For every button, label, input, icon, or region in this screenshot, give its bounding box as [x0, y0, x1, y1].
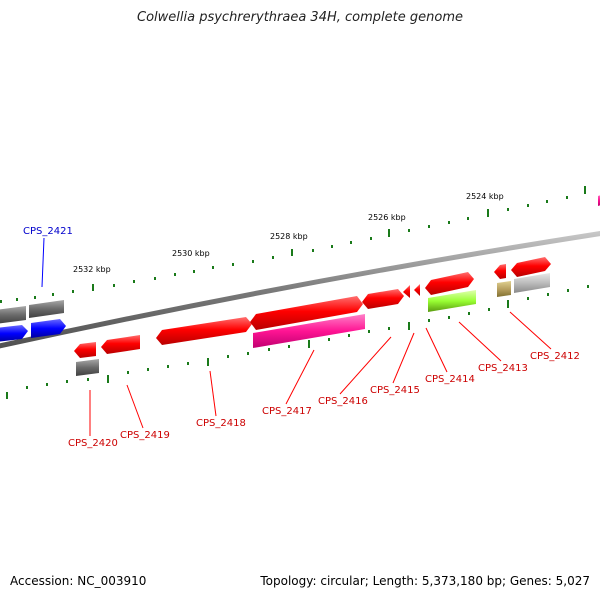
label-cps2416: CPS_2416: [318, 396, 368, 407]
label-cps2418: CPS_2418: [196, 418, 246, 429]
gene-cps2418: [156, 317, 252, 345]
scale-label-2524: 2524 kbp: [466, 192, 504, 201]
gene-cps2412: [511, 257, 551, 277]
gene-cps2415-a: [403, 285, 410, 298]
label-cps2419: CPS_2419: [120, 430, 170, 441]
topology-text: Topology: circular; Length: 5,373,180 bp…: [260, 574, 590, 588]
leader-cps2415: [392, 332, 415, 384]
gene-cps2419: [101, 335, 140, 354]
reverse-strand-features: [74, 195, 600, 376]
leader-cps2419: [126, 384, 144, 429]
gene-cps2417: [250, 296, 363, 330]
gene-cps2414: [425, 272, 474, 295]
outer-tick-ring: [0, 186, 586, 303]
leader-cps2413: [458, 321, 502, 362]
inner-tick-ring: [6, 285, 589, 399]
genome-backbone: [0, 231, 600, 349]
label-cps2414: CPS_2414: [425, 374, 475, 385]
gene-cps2420: [74, 342, 96, 358]
gray-feature-cps2420: [76, 359, 99, 376]
leader-cps2416: [339, 336, 392, 395]
label-cps2415: CPS_2415: [370, 385, 420, 396]
label-cps2421: CPS_2421: [23, 226, 73, 237]
blue-gene-cps2421: [31, 319, 66, 338]
gene-cps2415-b: [414, 284, 420, 296]
page-title: Colwellia psychrerythraea 34H, complete …: [137, 10, 463, 25]
label-leaders: [41, 237, 552, 436]
gene-cps2413-small: [494, 264, 506, 279]
accession-text: Accession: NC_003910: [10, 574, 147, 588]
leader-cps2421: [41, 237, 45, 288]
gray-feature-cps2421-top: [29, 300, 64, 318]
lightgray-feature-cps2412: [514, 273, 550, 293]
label-cps2413: CPS_2413: [478, 363, 528, 374]
pink-feature-cps2417: [253, 314, 365, 348]
scale-label-2530: 2530 kbp: [172, 249, 210, 258]
leader-cps2418: [209, 370, 217, 417]
label-cps2417: CPS_2417: [262, 406, 312, 417]
gray-feature-left: [0, 306, 26, 324]
gene-cps2416: [362, 289, 404, 309]
scale-label-2532: 2532 kbp: [73, 265, 111, 274]
tan-feature-cps2413: [497, 281, 511, 297]
leader-cps2412: [509, 311, 552, 350]
scale-label-2526: 2526 kbp: [368, 213, 406, 222]
leader-cps2414: [425, 327, 448, 373]
gene-labels: CPS_2421 CPS_2420 CPS_2419 CPS_2418 CPS_…: [23, 226, 580, 449]
leader-cps2417: [285, 349, 315, 405]
forward-strand-features: [0, 257, 551, 345]
label-cps2412: CPS_2412: [530, 351, 580, 362]
green-feature-cps2414: [428, 290, 476, 312]
label-cps2420: CPS_2420: [68, 438, 118, 449]
scale-label-2528: 2528 kbp: [270, 232, 308, 241]
blue-gene-left: [0, 325, 28, 342]
